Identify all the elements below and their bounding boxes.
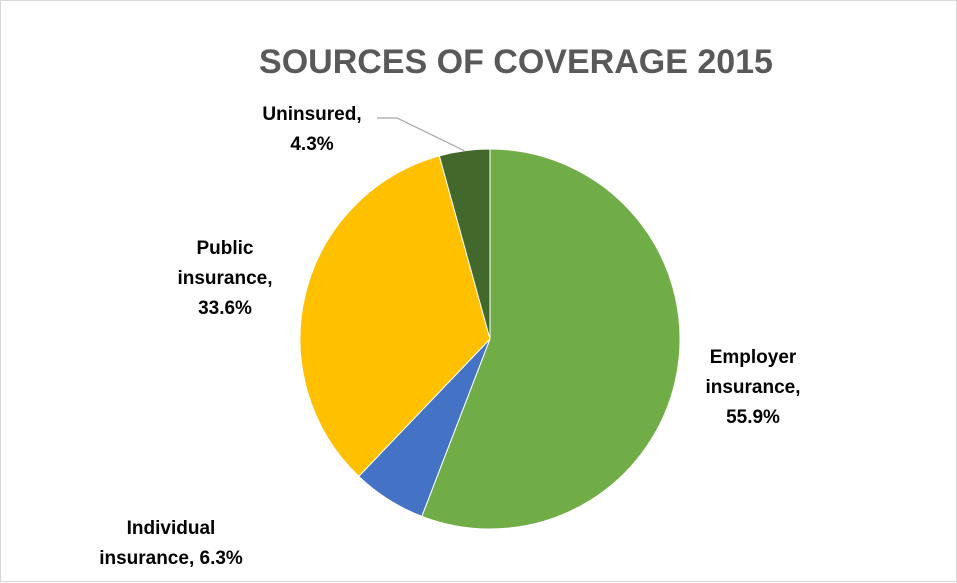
data-label-line: Public [196, 238, 253, 259]
data-label-line: 55.9% [726, 407, 780, 428]
data-label-line: Employer [710, 347, 797, 368]
data-label-line: Uninsured, [262, 104, 361, 125]
chart-title: SOURCES OF COVERAGE 2015 [259, 43, 773, 81]
data-label-line: Individual [127, 518, 216, 539]
pie-slice-uninsured [438, 148, 491, 340]
data-label-line: insurance, [705, 377, 800, 398]
data-label-line: 33.6% [198, 298, 252, 319]
pie-slices [299, 148, 681, 530]
leader-line-uninsured [377, 117, 465, 152]
data-labels: Employer insurance, 55.9% Individual insuran… [99, 104, 800, 569]
data-label-individual-insurance: Individual insurance, 6.3% [99, 518, 243, 569]
pie-slice-public-insurance [299, 155, 491, 478]
data-label-line: insurance, 6.3% [99, 548, 243, 569]
data-label-uninsured: Uninsured, 4.3% [262, 104, 361, 155]
data-label-employer-insurance: Employer insurance, 55.9% [705, 347, 800, 428]
data-label-public-insurance: Public insurance, 33.6% [177, 238, 272, 319]
leader-lines [377, 117, 465, 152]
pie-slice-employer-insurance [421, 148, 681, 530]
data-label-line: 4.3% [290, 134, 333, 155]
data-label-line: insurance, [177, 268, 272, 289]
